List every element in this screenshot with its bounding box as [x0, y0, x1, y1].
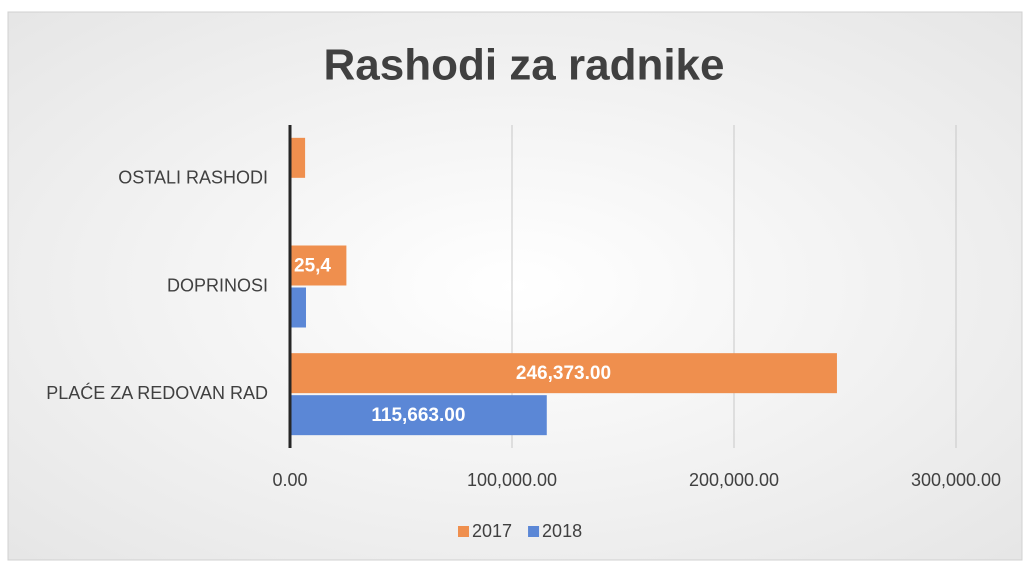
- chart-background: [7, 11, 1023, 561]
- x-tick-label: 300,000.00: [911, 470, 1001, 490]
- bar: [290, 287, 306, 328]
- x-tick-label: 0.00: [272, 470, 307, 490]
- x-tick-label: 200,000.00: [689, 470, 779, 490]
- y-tick-label: PLAĆE ZA REDOVAN RAD: [46, 382, 268, 403]
- value-label: 115,663.00: [371, 405, 465, 426]
- value-label: 25,4: [294, 256, 331, 277]
- chart-title: Rashodi za radnike: [323, 41, 724, 90]
- y-tick-label: DOPRINOSI: [167, 275, 268, 295]
- legend-label: 2017: [472, 521, 512, 541]
- value-label: 246,373.00: [516, 363, 611, 384]
- x-tick-label: 100,000.00: [467, 470, 557, 490]
- legend-swatch: [458, 526, 469, 537]
- bar: [290, 245, 347, 286]
- legend-label: 2018: [542, 521, 582, 541]
- bar: [290, 395, 547, 436]
- bar: [290, 137, 306, 178]
- y-tick-label: OSTALI RASHODI: [118, 168, 268, 188]
- legend-swatch: [528, 526, 540, 537]
- bar: [290, 353, 837, 394]
